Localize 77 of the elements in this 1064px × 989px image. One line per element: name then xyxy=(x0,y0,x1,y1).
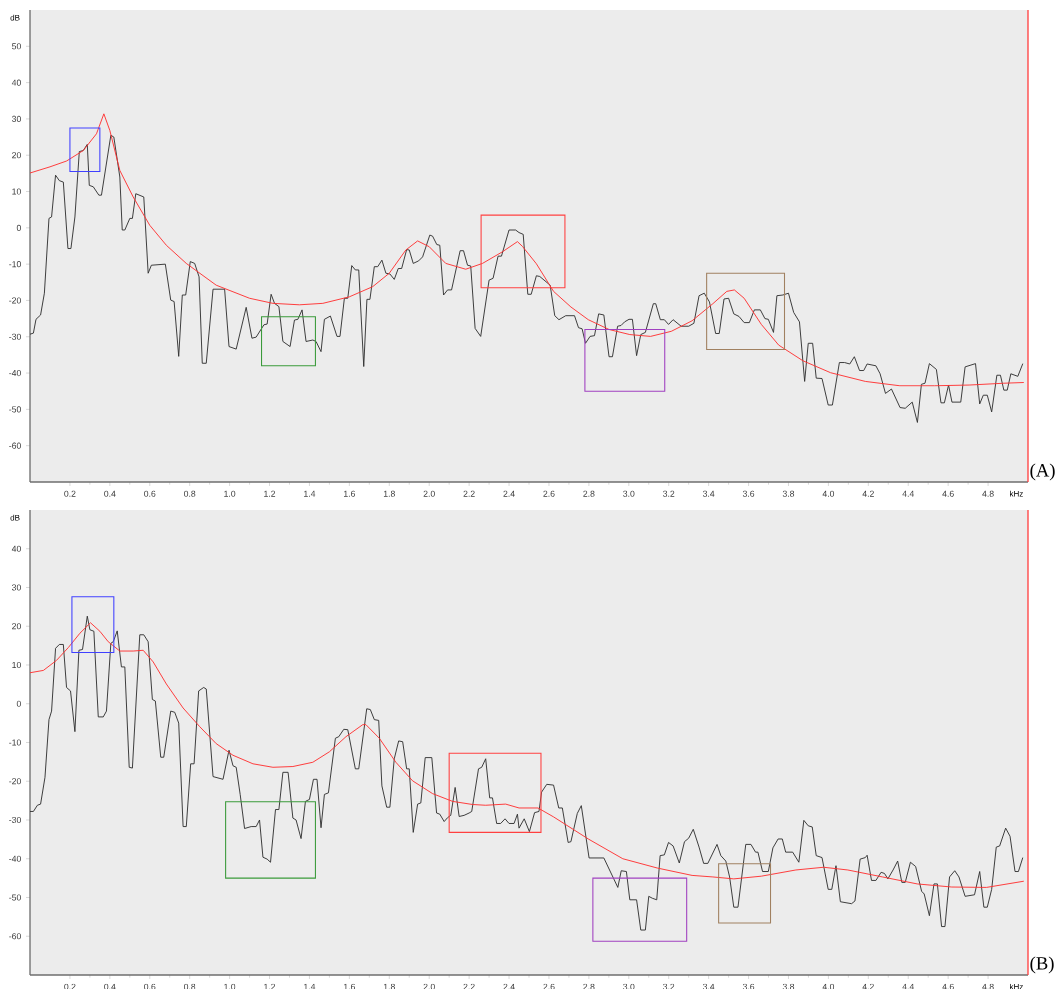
x-tick-label: 2.8 xyxy=(583,490,595,497)
x-tick-label: 3.2 xyxy=(663,490,675,497)
x-tick-label: 2.2 xyxy=(463,490,475,497)
x-tick-label: 1.0 xyxy=(224,983,236,989)
x-tick-label: 2.2 xyxy=(463,983,475,989)
x-tick-label: 0.6 xyxy=(144,490,156,497)
x-axis-title: kHz xyxy=(1010,983,1023,989)
x-tick-label: 1.0 xyxy=(224,490,236,497)
x-tick-label: 0.4 xyxy=(104,490,116,497)
y-tick-label: -30 xyxy=(9,816,21,824)
text: (A) xyxy=(1030,463,1055,481)
x-tick-label: 4.8 xyxy=(982,983,994,989)
x-tick-label: 4.4 xyxy=(902,983,914,989)
x-tick-label: 3.4 xyxy=(702,983,715,989)
x-tick-label: 3.2 xyxy=(663,983,675,989)
x-tick-label: 2.8 xyxy=(583,983,595,989)
x-tick-label: 1.8 xyxy=(383,490,395,497)
x-tick-label: 2.0 xyxy=(423,983,435,989)
x-tick-label: 3.8 xyxy=(782,983,795,989)
x-tick-label: 0.8 xyxy=(184,490,196,497)
x-axis-title: kHz xyxy=(1010,490,1023,497)
y-tick-label: 20 xyxy=(12,152,21,159)
y-tick-label: 30 xyxy=(11,115,21,122)
x-tick-label: 3.6 xyxy=(742,490,755,497)
y-tick-label: -20 xyxy=(9,297,21,304)
y-tick-label: -10 xyxy=(9,739,21,746)
y-tick-label: -60 xyxy=(9,442,21,449)
x-tick-label: 4.0 xyxy=(822,983,835,989)
x-tick-label: 0.2 xyxy=(64,983,76,989)
x-tick-label: 1.6 xyxy=(344,983,355,989)
x-tick-label: 3.4 xyxy=(702,490,715,497)
y-tick-label: 40 xyxy=(11,545,21,552)
x-tick-label: 3.0 xyxy=(623,490,635,497)
x-tick-label: 4.6 xyxy=(942,490,954,497)
y-tick-label: -30 xyxy=(9,333,21,340)
x-tick-label: 3.8 xyxy=(782,490,795,497)
x-tick-label: 1.8 xyxy=(383,983,395,989)
x-tick-label: 4.6 xyxy=(942,983,954,989)
x-tick-label: 1.6 xyxy=(344,490,355,497)
y-tick-label: -50 xyxy=(9,894,21,901)
y-tick-label: 0 xyxy=(16,224,21,231)
x-tick-label: 4.8 xyxy=(982,490,994,497)
y-tick-label: 20 xyxy=(12,623,21,630)
x-tick-label: 1.4 xyxy=(304,983,316,989)
y-tick-label: -10 xyxy=(9,261,21,268)
x-tick-label: 1.4 xyxy=(304,490,316,497)
x-tick-label: 0.2 xyxy=(64,490,76,497)
y-tick-label: -50 xyxy=(9,406,21,413)
y-tick-label: 0 xyxy=(16,700,21,707)
x-tick-label: 2.6 xyxy=(543,490,555,497)
x-tick-label: 2.4 xyxy=(503,490,515,497)
y-tick-label: 10 xyxy=(12,188,21,195)
x-tick-label: 0.4 xyxy=(104,983,116,989)
y-axis-title: dB xyxy=(10,514,20,521)
text: (B) xyxy=(1030,956,1054,974)
y-tick-label: 10 xyxy=(12,661,21,669)
x-tick-label: 0.6 xyxy=(144,983,156,989)
y-tick-label: -20 xyxy=(9,778,21,785)
x-tick-label: 1.2 xyxy=(264,983,276,989)
y-tick-label: 30 xyxy=(11,584,21,591)
y-tick-label: 50 xyxy=(12,43,21,50)
x-tick-label: 4.2 xyxy=(862,490,874,497)
x-tick-label: 4.4 xyxy=(902,490,914,497)
x-tick-label: 3.0 xyxy=(623,983,635,989)
x-tick-label: 2.6 xyxy=(543,983,555,989)
x-tick-label: 4.0 xyxy=(822,490,835,497)
x-tick-label: 2.0 xyxy=(423,490,435,497)
x-tick-label: 0.8 xyxy=(184,983,196,989)
y-tick-label: -40 xyxy=(9,370,21,377)
y-tick-label: 40 xyxy=(11,79,21,86)
y-axis-title: dB xyxy=(10,14,20,21)
y-tick-label: -60 xyxy=(9,933,21,940)
x-tick-label: 2.4 xyxy=(503,983,515,989)
x-tick-label: 3.6 xyxy=(742,983,755,989)
x-tick-label: 4.2 xyxy=(862,983,874,989)
x-tick-label: 1.2 xyxy=(264,490,276,497)
y-tick-label: -40 xyxy=(9,855,21,862)
